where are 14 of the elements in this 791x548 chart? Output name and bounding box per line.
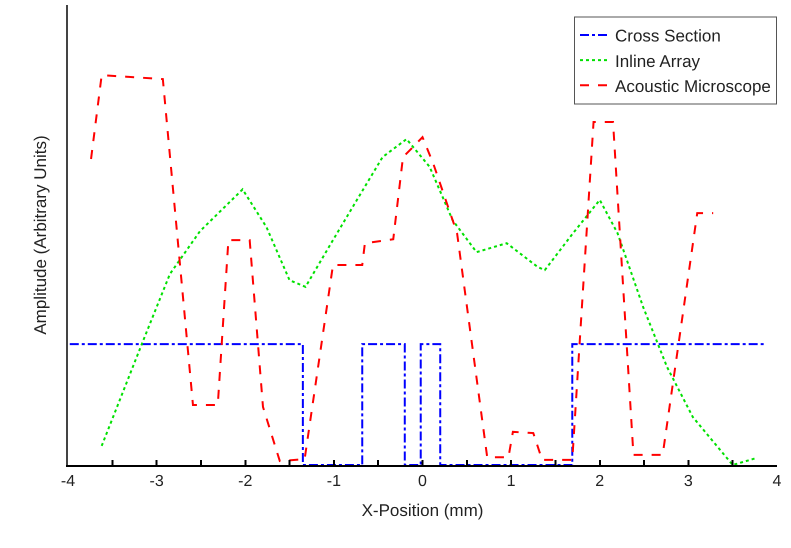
legend-label: Cross Section xyxy=(615,26,721,46)
x-axis-title: X-Position (mm) xyxy=(362,501,484,520)
x-tick-label: 1 xyxy=(506,473,516,490)
y-axis-title: Amplitude (Arbitrary Units) xyxy=(31,135,50,335)
legend-label: Inline Array xyxy=(615,52,701,71)
x-tick-label: -4 xyxy=(60,473,76,490)
x-tick-label: 3 xyxy=(684,473,693,490)
x-tick-label: 0 xyxy=(418,473,428,490)
x-tick-label: 2 xyxy=(595,473,604,490)
x-tick-label: -1 xyxy=(326,473,342,490)
x-tick-label: -2 xyxy=(238,473,252,490)
x-tick-label: 4 xyxy=(772,473,782,490)
x-tick-label: -3 xyxy=(150,473,164,490)
legend-label: Acoustic Microscope xyxy=(615,76,771,96)
